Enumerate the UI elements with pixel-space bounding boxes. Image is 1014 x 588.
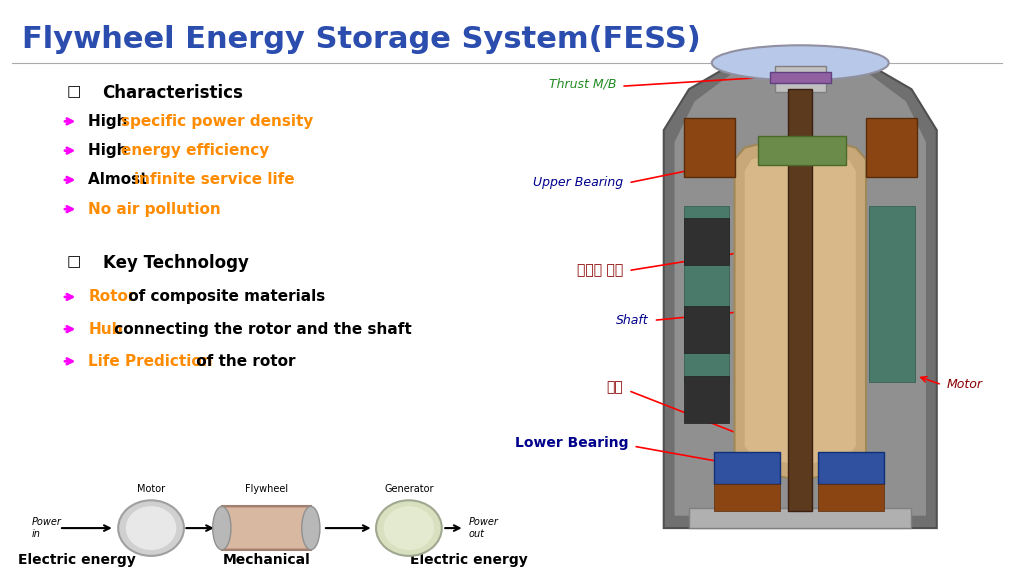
Text: Lower Bearing: Lower Bearing bbox=[515, 436, 629, 450]
Text: Life Prediction: Life Prediction bbox=[88, 354, 213, 369]
Text: Flywheel: Flywheel bbox=[244, 484, 288, 494]
Bar bbox=[788, 89, 812, 510]
Polygon shape bbox=[770, 72, 830, 83]
Text: No air pollution: No air pollution bbox=[88, 202, 221, 216]
Text: of composite materials: of composite materials bbox=[123, 289, 324, 305]
FancyBboxPatch shape bbox=[775, 66, 825, 92]
Bar bbox=[684, 118, 734, 177]
Ellipse shape bbox=[302, 506, 320, 550]
Text: □: □ bbox=[67, 254, 81, 269]
Text: High: High bbox=[88, 143, 133, 158]
Bar bbox=[714, 452, 780, 484]
Text: Hub: Hub bbox=[88, 322, 123, 336]
Bar bbox=[690, 507, 912, 528]
Text: 복합재 로터: 복합재 로터 bbox=[577, 263, 624, 278]
Text: Power
out: Power out bbox=[468, 517, 499, 539]
Polygon shape bbox=[674, 63, 927, 516]
Text: 허브: 허브 bbox=[606, 380, 624, 395]
Ellipse shape bbox=[712, 45, 888, 81]
Text: Generator: Generator bbox=[384, 484, 434, 494]
Ellipse shape bbox=[213, 506, 231, 550]
Polygon shape bbox=[744, 151, 856, 464]
Text: infinite service life: infinite service life bbox=[135, 172, 295, 188]
Text: Power
in: Power in bbox=[31, 517, 62, 539]
Ellipse shape bbox=[126, 506, 176, 550]
Bar bbox=[818, 484, 884, 510]
Bar bbox=[869, 206, 915, 382]
Polygon shape bbox=[734, 136, 866, 479]
Bar bbox=[866, 118, 917, 177]
Bar bbox=[222, 506, 311, 550]
Bar bbox=[684, 218, 729, 265]
Text: Mechanical: Mechanical bbox=[222, 553, 310, 567]
Bar bbox=[818, 452, 884, 484]
Ellipse shape bbox=[383, 506, 434, 550]
Bar bbox=[714, 484, 780, 510]
Polygon shape bbox=[664, 54, 937, 528]
Text: Rotor: Rotor bbox=[88, 289, 136, 305]
Text: of the rotor: of the rotor bbox=[192, 354, 296, 369]
Text: Characteristics: Characteristics bbox=[102, 85, 243, 102]
Bar bbox=[684, 306, 729, 353]
Text: Thrust M/B: Thrust M/B bbox=[549, 78, 617, 91]
Text: connecting the rotor and the shaft: connecting the rotor and the shaft bbox=[108, 322, 412, 336]
Ellipse shape bbox=[119, 500, 184, 556]
Bar bbox=[684, 206, 729, 382]
Text: Key Technology: Key Technology bbox=[102, 254, 248, 272]
Text: energy efficiency: energy efficiency bbox=[122, 143, 270, 158]
Text: Motor: Motor bbox=[947, 378, 983, 391]
Text: Almost: Almost bbox=[88, 172, 153, 188]
Text: Shaft: Shaft bbox=[615, 314, 649, 327]
Bar bbox=[225, 508, 308, 548]
Ellipse shape bbox=[376, 500, 442, 556]
Text: Motor: Motor bbox=[137, 484, 165, 494]
Text: Upper Bearing: Upper Bearing bbox=[533, 176, 624, 189]
Bar bbox=[684, 376, 729, 423]
Text: Electric energy: Electric energy bbox=[410, 553, 527, 567]
Text: specific power density: specific power density bbox=[122, 114, 313, 129]
Text: Electric energy: Electric energy bbox=[18, 553, 136, 567]
Polygon shape bbox=[757, 136, 846, 165]
Text: High: High bbox=[88, 114, 133, 129]
Text: Flywheel Energy Storage System(FESS): Flywheel Energy Storage System(FESS) bbox=[21, 25, 701, 54]
Text: □: □ bbox=[67, 85, 81, 99]
